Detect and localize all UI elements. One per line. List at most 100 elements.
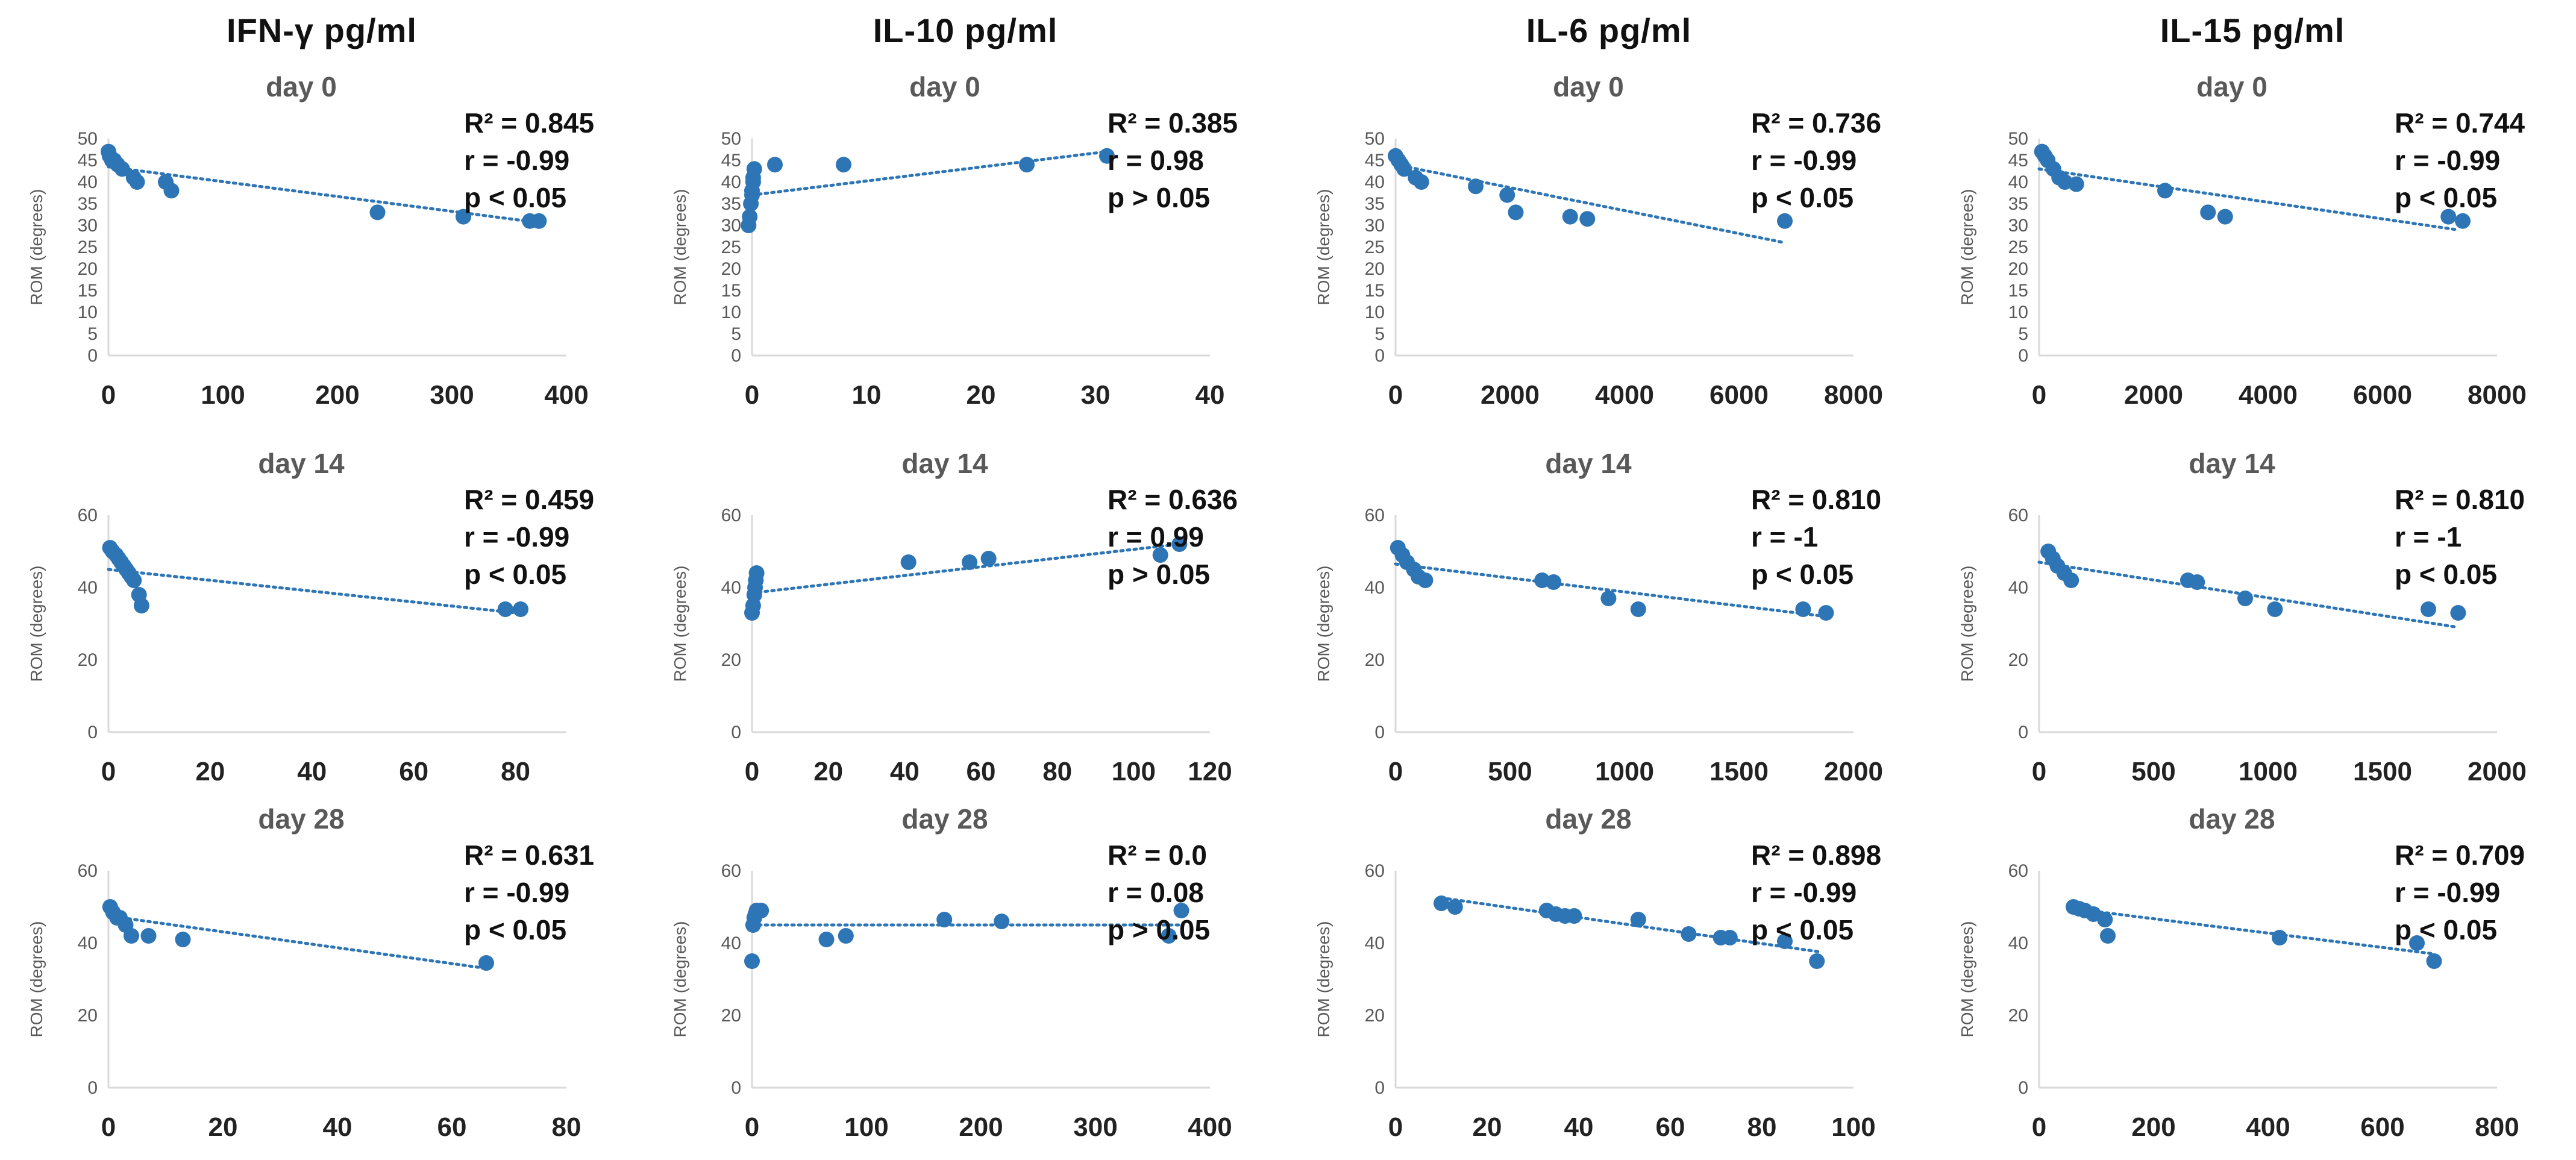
correlation-label: r = -0.99 [2395, 877, 2500, 908]
y-tick-label: 30 [2008, 216, 2028, 236]
chart-title: day 28 [901, 803, 988, 835]
y-tick-label: 0 [87, 346, 98, 366]
y-tick-label: 0 [87, 723, 98, 742]
y-tick-label: 35 [1365, 194, 1385, 214]
chart-panel-ifn-gamma-day-28: day 28 ROM (degrees) 0 20 40 60 0 20 40 60 80 R² = … [0, 798, 644, 1160]
x-tick-label: 6000 [1709, 380, 1769, 410]
chart-panel-il-6-day-14: day 14 ROM (degrees) 0 20 40 60 0 500 1000 1500 20… [1287, 443, 1931, 804]
y-tick-label: 35 [721, 194, 741, 214]
r-squared-label: R² = 0.810 [1751, 484, 1881, 515]
x-tick-label: 80 [552, 1112, 581, 1142]
p-value-label: p < 0.05 [1751, 182, 1854, 213]
y-tick-label: 10 [721, 303, 741, 322]
y-tick-label: 40 [721, 933, 741, 953]
trendline [107, 568, 518, 615]
y-tick-label: 20 [2008, 259, 2028, 279]
x-tick-label: 1000 [2239, 757, 2298, 786]
y-tick-label: 0 [731, 346, 741, 366]
data-point [140, 928, 157, 944]
x-tick-label: 8000 [2468, 380, 2527, 410]
x-tick-label: 200 [315, 380, 359, 410]
chart-title: day 0 [2196, 71, 2267, 102]
y-tick-label: 20 [721, 1006, 741, 1026]
y-tick-label: 15 [78, 281, 98, 301]
y-tick-label: 60 [2008, 861, 2028, 881]
y-tick-label: 0 [1374, 723, 1385, 742]
r-squared-label: R² = 0.736 [1751, 107, 1881, 139]
chart-title: day 14 [2189, 448, 2275, 479]
correlation-label: r = -0.99 [2395, 145, 2500, 176]
x-tick-label: 2000 [1824, 757, 1883, 786]
p-value-label: p > 0.05 [1108, 559, 1210, 590]
data-point [2157, 183, 2173, 199]
y-tick-label: 20 [78, 259, 98, 279]
y-tick-label: 50 [1365, 129, 1385, 149]
chart-title: day 14 [258, 448, 345, 479]
r-squared-label: R² = 0.459 [464, 484, 594, 515]
y-tick-label: 45 [1365, 151, 1385, 171]
x-tick-label: 0 [101, 757, 116, 786]
y-tick-label: 40 [2008, 933, 2028, 953]
data-point [1630, 601, 1646, 617]
data-point [2200, 204, 2216, 221]
r-squared-label: R² = 0.845 [464, 107, 594, 139]
y-tick-label: 40 [78, 933, 98, 953]
data-point [1795, 601, 1811, 617]
y-tick-label: 0 [2018, 346, 2028, 366]
data-point [129, 174, 145, 190]
y-axis-label: ROM (degrees) [671, 189, 689, 306]
correlation-label: r = -0.99 [464, 877, 569, 908]
y-tick-label: 25 [721, 237, 741, 257]
x-tick-label: 4000 [2239, 380, 2298, 410]
data-point [1468, 178, 1484, 195]
data-point [513, 601, 528, 617]
y-tick-label: 0 [87, 1078, 98, 1098]
data-point [1499, 187, 1515, 203]
trendline [750, 150, 1109, 197]
y-tick-label: 40 [78, 578, 98, 598]
data-point [753, 903, 769, 918]
y-tick-label: 10 [2008, 303, 2028, 322]
data-point [1396, 161, 1412, 177]
data-point [1434, 895, 1449, 911]
data-point [2097, 912, 2113, 927]
y-tick-label: 25 [2008, 237, 2028, 257]
r-squared-label: R² = 0.898 [1751, 839, 1881, 871]
x-tick-label: 60 [967, 757, 996, 786]
data-point [2189, 574, 2205, 590]
trendline [2072, 907, 2436, 956]
y-tick-label: 60 [1365, 506, 1385, 525]
y-tick-label: 20 [2008, 1006, 2028, 1026]
data-point [936, 912, 953, 927]
y-tick-label: 40 [2008, 172, 2028, 192]
data-point [838, 928, 854, 944]
x-tick-label: 120 [1188, 757, 1232, 786]
y-tick-label: 5 [731, 324, 741, 344]
data-point [818, 932, 835, 947]
data-point [746, 161, 762, 177]
y-tick-label: 20 [1365, 259, 1385, 279]
x-tick-label: 2000 [2468, 757, 2527, 786]
chart-panel-il-10-day-28: day 28 ROM (degrees) 0 20 40 60 0 100 200 300 400 R… [644, 798, 1287, 1160]
y-tick-label: 20 [2008, 650, 2028, 670]
x-tick-label: 20 [208, 1112, 238, 1142]
correlation-label: r = -1 [1751, 521, 1818, 553]
y-tick-label: 5 [87, 324, 98, 344]
y-tick-label: 40 [2008, 578, 2028, 598]
data-point [1413, 174, 1429, 190]
x-tick-label: 0 [101, 380, 116, 410]
chart-title: day 28 [1545, 803, 1631, 835]
data-point [2100, 928, 2116, 944]
data-point [2217, 208, 2233, 225]
chart-title: day 28 [2189, 803, 2275, 835]
chart-panel-il-10-day-0: day 0 ROM (degrees) 0 5 10 15 20 25 30 35 40 45 50 0 1… [644, 66, 1287, 428]
trendline [1394, 163, 1787, 245]
y-axis-label: ROM (degrees) [27, 189, 46, 306]
y-tick-label: 30 [78, 216, 98, 236]
y-tick-label: 20 [78, 650, 98, 670]
data-point [767, 157, 783, 173]
